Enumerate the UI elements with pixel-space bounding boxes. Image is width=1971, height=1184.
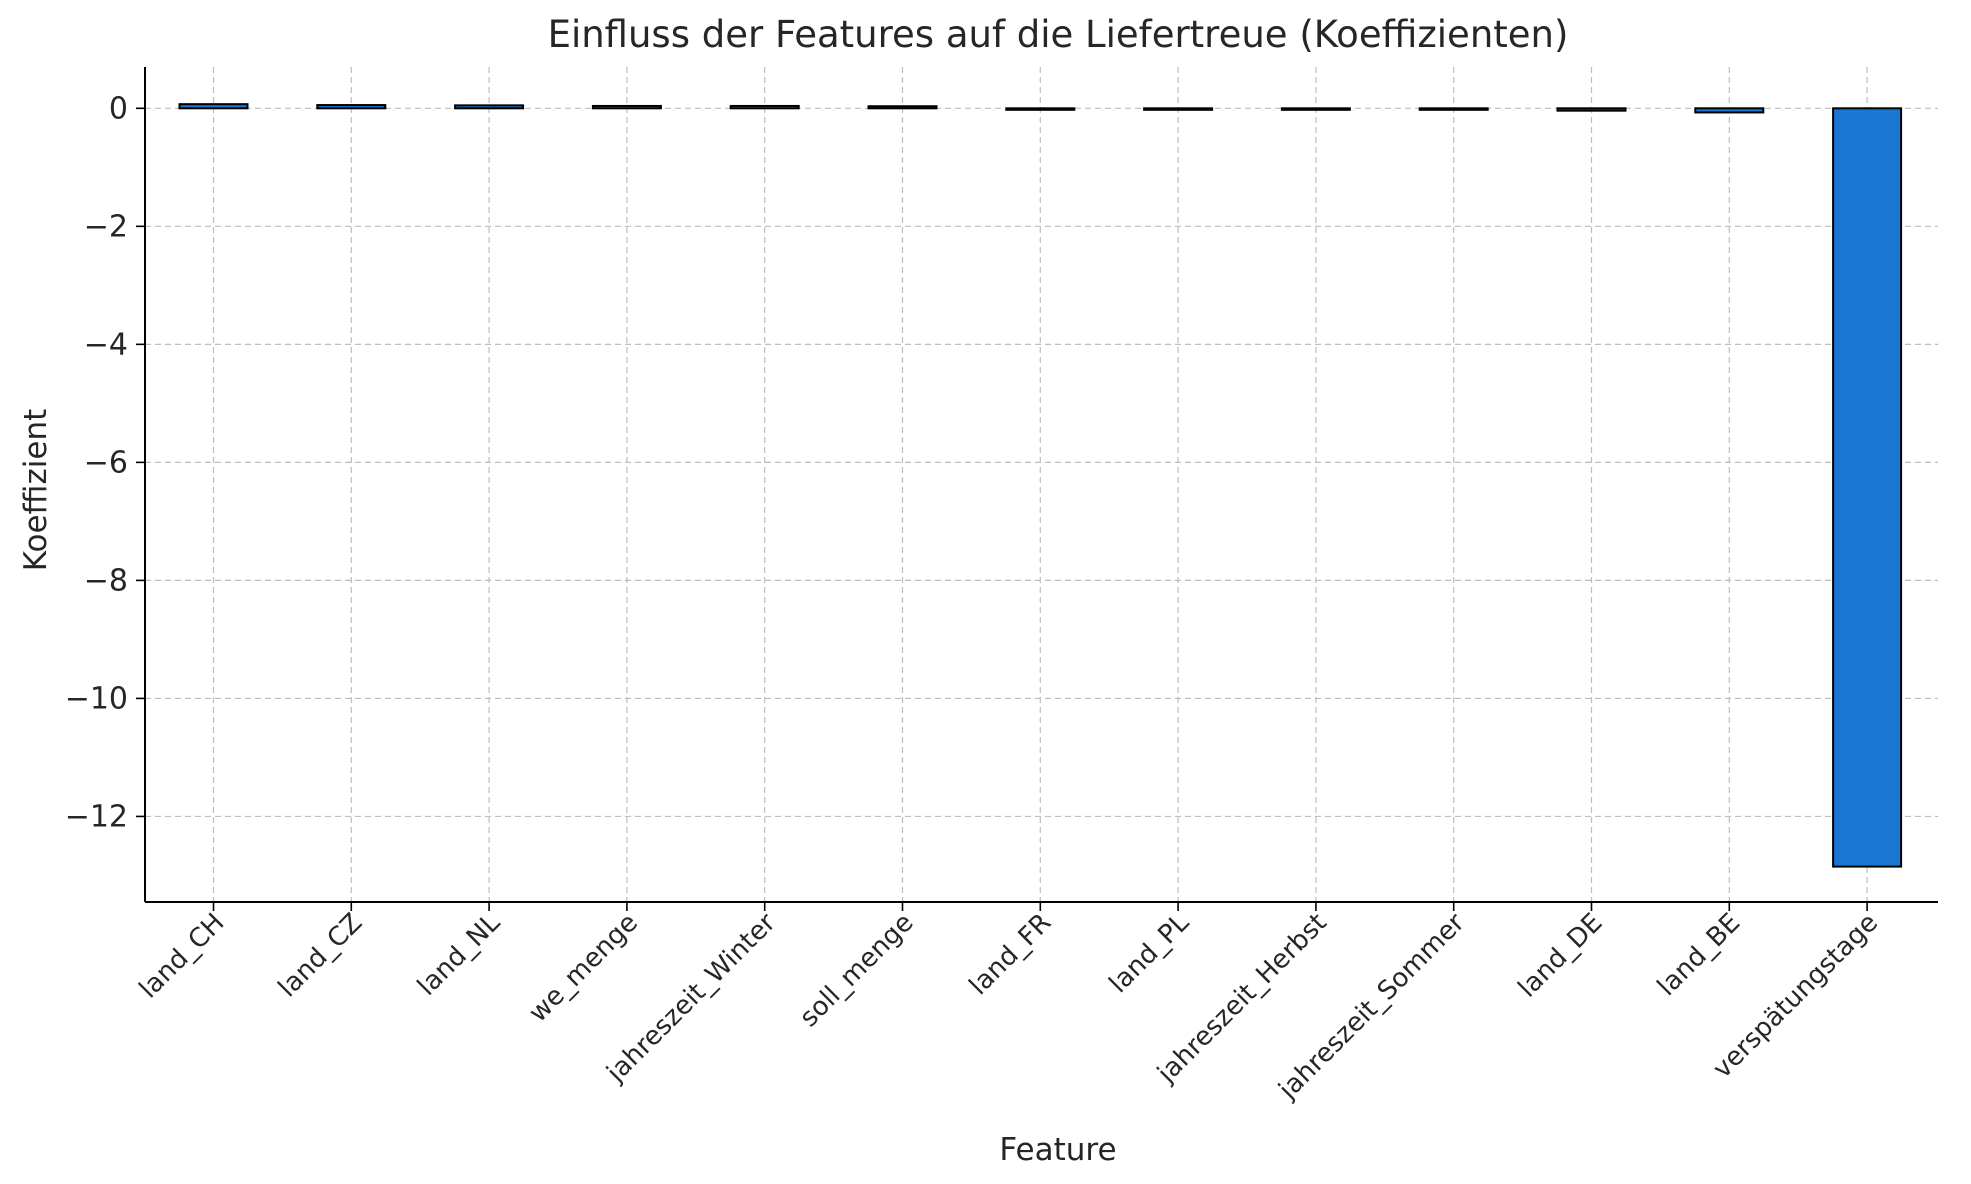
y-tick-label: −2 <box>84 209 128 244</box>
x-tick-label: land_CH <box>134 908 231 1005</box>
bar-land_NL <box>454 104 525 110</box>
y-tick-label: −6 <box>84 445 128 480</box>
bar-jahreszeit_Winter <box>729 104 800 110</box>
x-tick-label: land_NL <box>412 907 506 1001</box>
bar-land_DE <box>1556 107 1627 112</box>
y-tick-label: 0 <box>109 91 128 126</box>
grid-layer <box>145 67 1938 902</box>
bar-layer <box>178 103 1903 868</box>
bar-verspätungstage <box>1832 107 1903 868</box>
axis-layer: 0 −2 −4 −6 −8 −10 −12 land_CH land_CZ land_NL we_m… <box>65 67 1938 1106</box>
bar-land_BE <box>1694 107 1765 114</box>
bar-jahreszeit_Sommer <box>1418 107 1489 111</box>
bar-land_FR <box>1005 107 1076 111</box>
y-tick-label: −12 <box>65 799 128 834</box>
x-tick-label: land_FR <box>964 908 1057 1001</box>
bar-jahreszeit_Herbst <box>1280 107 1351 111</box>
bar-land_PL <box>1143 107 1214 111</box>
bar-we_menge <box>591 104 662 110</box>
y-tick-label: −8 <box>84 563 128 598</box>
y-tick-label: −4 <box>84 327 128 362</box>
chart-title: Einfluss der Features auf die Liefertreu… <box>548 13 1569 56</box>
x-tick-label: land_DE <box>1513 908 1609 1004</box>
bar-land_CH <box>178 103 249 110</box>
bar-land_CZ <box>316 104 387 110</box>
y-axis-label: Koeffizient <box>18 409 54 572</box>
x-axis-label: Feature <box>999 1132 1116 1168</box>
x-tick-label: we_menge <box>523 908 644 1029</box>
x-tick-label: land_PL <box>1104 907 1196 999</box>
x-tick-label: soll_menge <box>794 908 919 1033</box>
bar-soll_menge <box>867 105 938 110</box>
x-tick-label: land_BE <box>1652 908 1746 1002</box>
x-tick-label: land_CZ <box>273 908 369 1004</box>
y-tick-label: −10 <box>65 681 128 716</box>
